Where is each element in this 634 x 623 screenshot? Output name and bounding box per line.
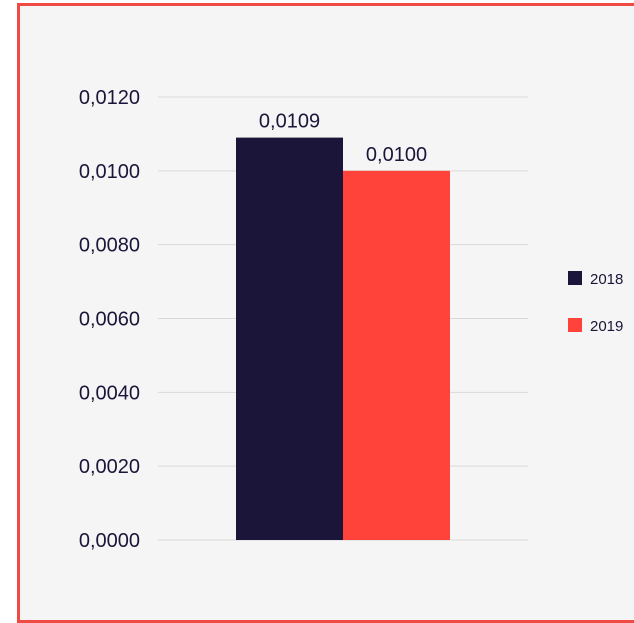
y-tick-label: 0,0120 (79, 87, 140, 109)
bars (236, 137, 450, 541)
legend-swatch-2019 (568, 318, 582, 332)
y-tick-label: 0,0080 (79, 235, 140, 257)
legend-label-2019: 2019 (590, 318, 623, 335)
legend-label-2018: 2018 (590, 271, 623, 288)
data-labels: 0,0109 0,0100 (259, 111, 427, 166)
bar-2018 (236, 137, 343, 540)
y-tick-label: 0,0000 (79, 530, 140, 552)
y-tick-label: 0,0020 (79, 456, 140, 478)
bar-2019 (343, 170, 450, 541)
legend-swatch-2018 (568, 271, 582, 285)
y-tick-label: 0,0100 (79, 161, 140, 183)
data-label-2018: 0,0109 (259, 111, 320, 133)
data-label-2019: 0,0100 (366, 144, 427, 166)
legend: 2018 2019 (568, 271, 623, 335)
bar-chart: 0,00000,00200,00400,00600,00800,01000,01… (79, 87, 624, 552)
y-axis-tick-labels: 0,0000 0,0020 0,0040 0,0060 0,0080 0,0100 0,01… (79, 87, 140, 552)
y-tick-label: 0,0040 (79, 382, 140, 404)
y-tick-label: 0,0060 (79, 309, 140, 331)
